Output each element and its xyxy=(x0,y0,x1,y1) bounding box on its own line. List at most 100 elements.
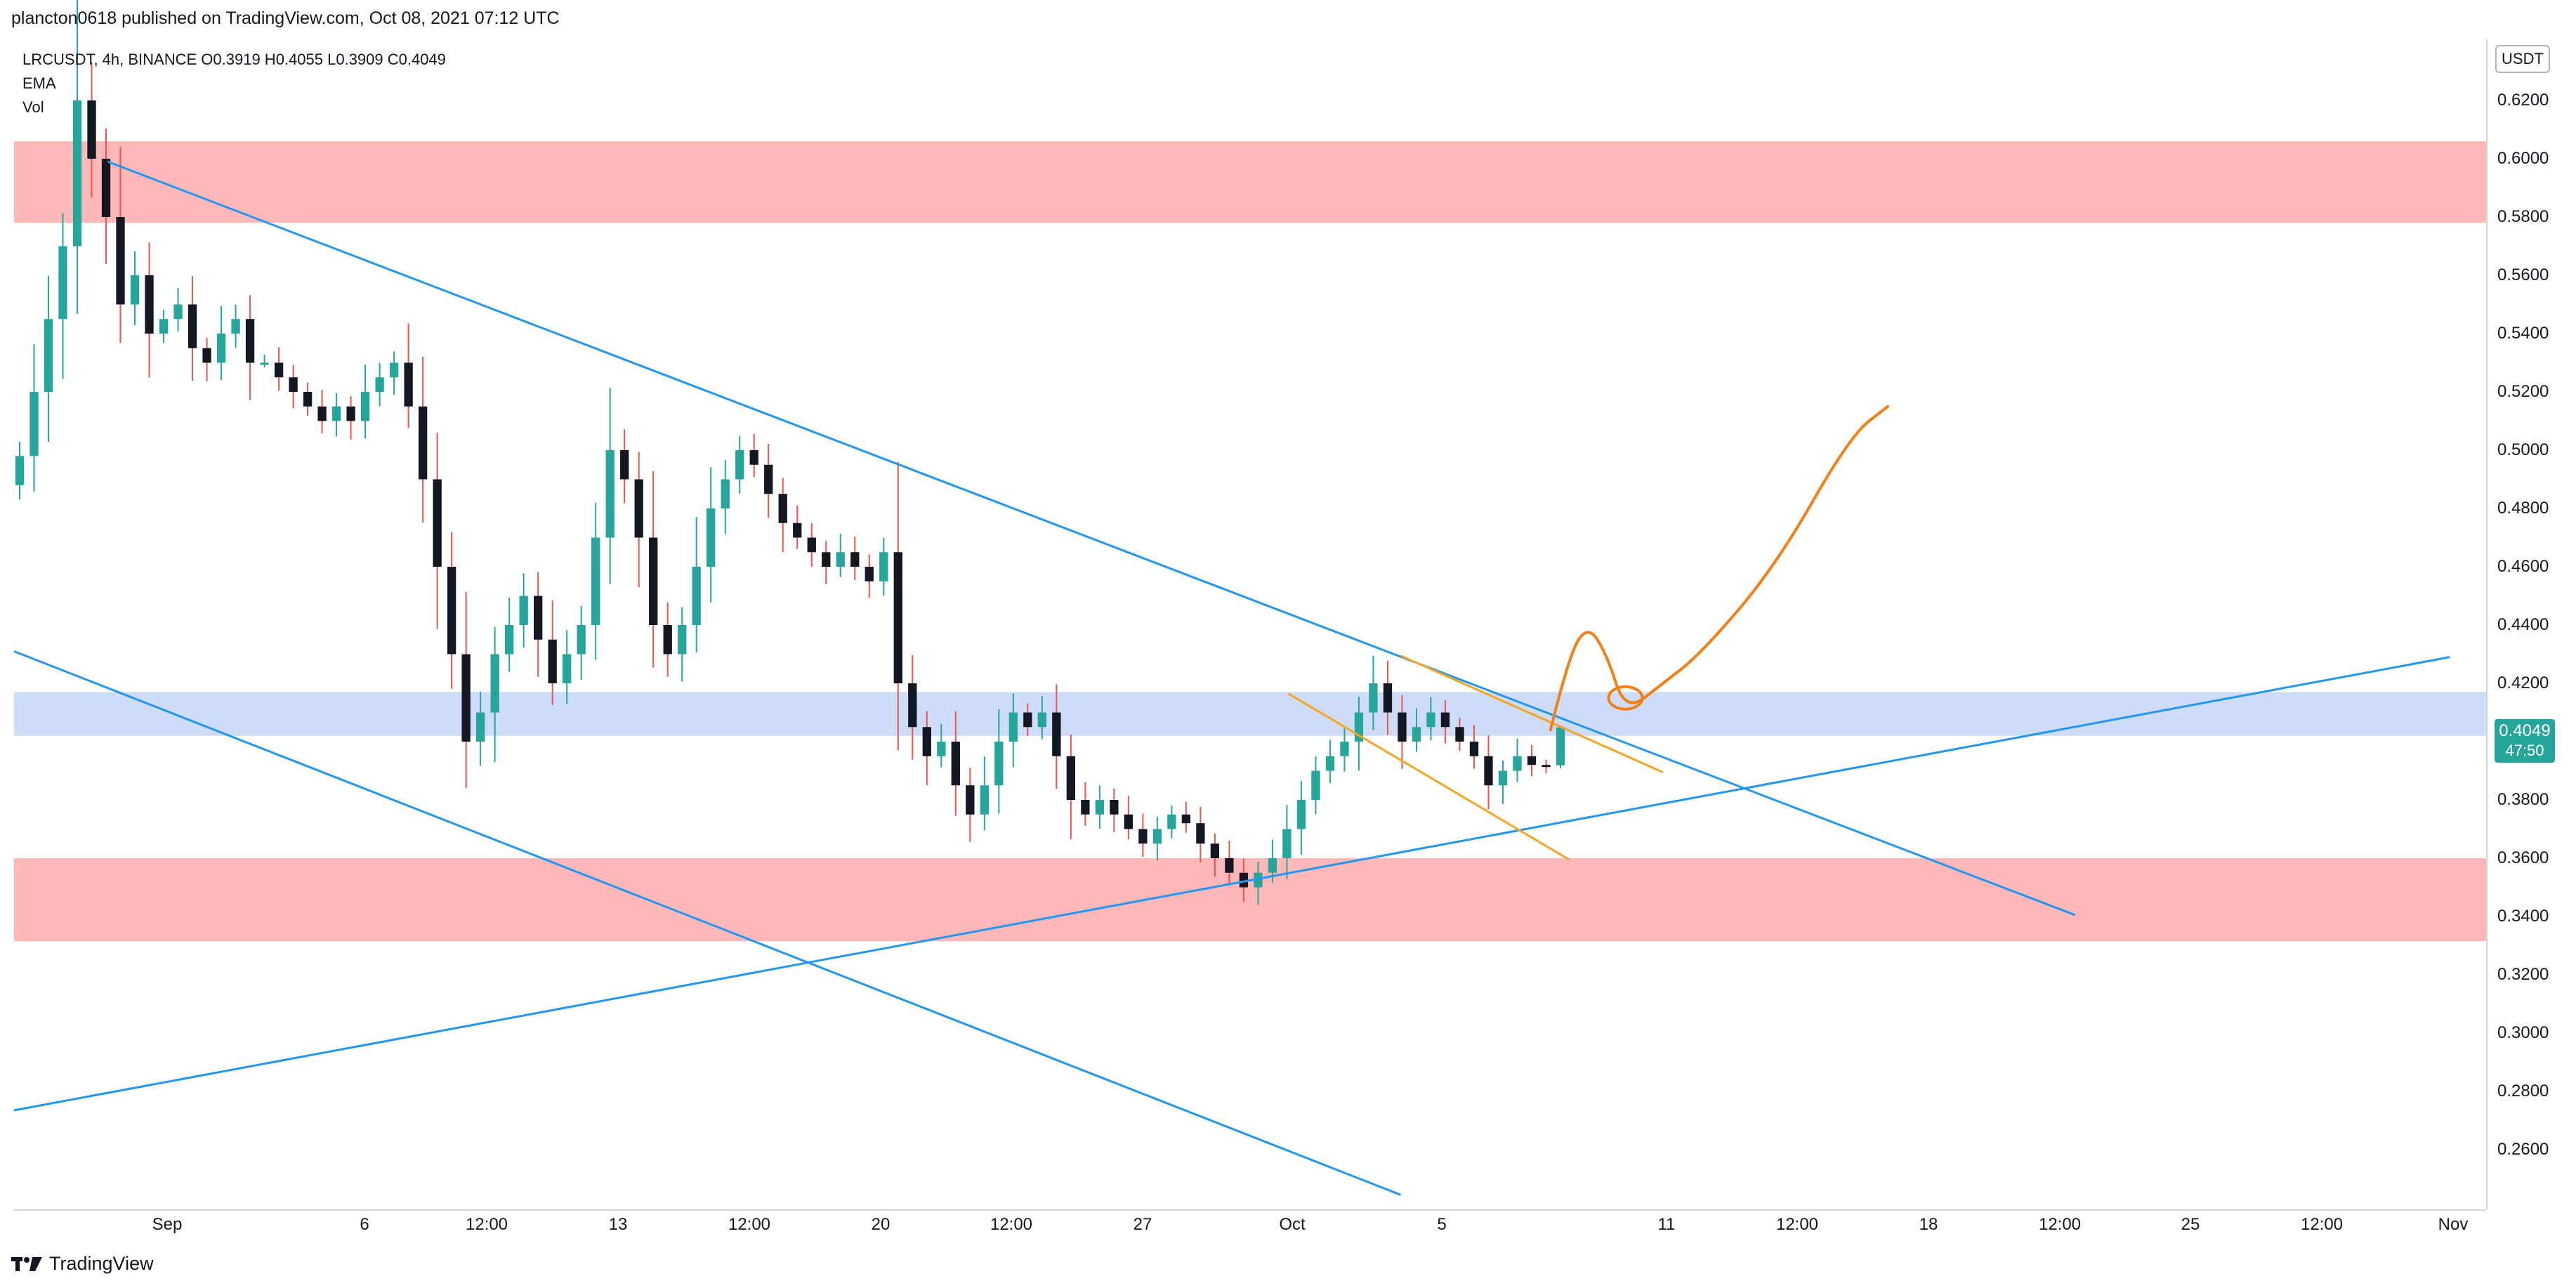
candle xyxy=(1296,780,1306,855)
candle-body xyxy=(1152,829,1162,844)
price-tick-label: 0.4600 xyxy=(2497,557,2549,576)
candle-body xyxy=(1037,712,1046,728)
candle xyxy=(1210,833,1220,877)
time-tick-label: 6 xyxy=(360,1215,369,1234)
resistance-zone-0 xyxy=(14,141,2486,223)
candle xyxy=(245,295,255,400)
candle-body xyxy=(605,450,615,538)
candle xyxy=(951,711,960,816)
candle-body xyxy=(1181,814,1191,824)
candle xyxy=(1239,858,1249,902)
time-axis[interactable] xyxy=(14,1209,2486,1243)
candle-body xyxy=(1440,712,1450,728)
candle-body xyxy=(764,464,773,494)
price-axis[interactable] xyxy=(2486,39,2576,1209)
candle xyxy=(678,607,687,682)
tradingview-brand[interactable]: TradingView xyxy=(11,1253,154,1275)
candle xyxy=(505,598,514,672)
candle-body xyxy=(966,785,975,815)
candle-body xyxy=(87,100,96,159)
candle-body xyxy=(908,683,917,728)
candle-body xyxy=(418,406,428,480)
support-zone-1 xyxy=(14,692,2486,736)
candle xyxy=(1440,699,1450,744)
candle-body xyxy=(1498,770,1508,786)
candle-body xyxy=(1138,829,1148,844)
candle-body xyxy=(29,392,39,456)
candle xyxy=(1225,840,1234,884)
candle xyxy=(1008,693,1018,768)
candle xyxy=(1081,782,1090,826)
candle xyxy=(216,306,226,381)
ema-indicator-label[interactable]: EMA xyxy=(22,74,56,92)
tradingview-logo-icon xyxy=(11,1256,42,1271)
time-tick-label: 12:00 xyxy=(2300,1215,2344,1234)
candle-body xyxy=(1081,800,1090,815)
candle-body xyxy=(980,785,989,815)
candle xyxy=(1124,796,1133,840)
candle-body xyxy=(44,319,53,392)
volume-indicator-label[interactable]: Vol xyxy=(22,98,44,116)
candle-body xyxy=(749,450,758,465)
candle-body xyxy=(893,552,902,683)
candle-body xyxy=(678,625,687,655)
candle-body xyxy=(1340,742,1349,756)
candle xyxy=(389,351,399,395)
candles-layer xyxy=(15,0,1565,905)
candle xyxy=(1325,740,1335,784)
candle xyxy=(116,146,125,343)
currency-selector[interactable]: USDT xyxy=(2495,45,2550,73)
candle xyxy=(44,275,53,442)
price-tick-label: 0.4800 xyxy=(2497,499,2549,518)
price-tick-label: 0.5400 xyxy=(2497,324,2549,343)
candle xyxy=(1254,861,1263,905)
candle xyxy=(1110,788,1119,832)
candle xyxy=(490,626,499,763)
chart-legend: LRCUSDT, 4h, BINANCE O0.3919 H0.4055 L0.… xyxy=(22,48,446,119)
candle xyxy=(202,338,211,382)
candle xyxy=(331,393,341,437)
candle-body xyxy=(389,362,399,378)
candle-body xyxy=(649,537,658,625)
candle xyxy=(1556,725,1565,768)
candle xyxy=(721,460,730,534)
price-tick-label: 0.2600 xyxy=(2497,1140,2549,1159)
candle-body xyxy=(331,406,341,421)
symbol-ohlc-line[interactable]: LRCUSDT, 4h, BINANCE O0.3919 H0.4055 L0.… xyxy=(22,51,446,68)
time-tick-label: Oct xyxy=(1279,1215,1306,1234)
candle-body xyxy=(1455,727,1464,742)
candle-body xyxy=(1469,742,1479,756)
candle xyxy=(1282,805,1292,879)
candle-body xyxy=(1556,727,1565,765)
candle xyxy=(274,347,284,391)
candle xyxy=(15,441,25,500)
price-tick-label: 0.5800 xyxy=(2497,207,2549,226)
candle xyxy=(994,709,1004,814)
candle-body xyxy=(159,319,169,334)
time-tick-label: Nov xyxy=(2438,1215,2469,1234)
candle xyxy=(620,429,629,504)
price-tick-label: 0.6200 xyxy=(2497,91,2549,110)
candle-body xyxy=(1282,829,1292,858)
candle-body xyxy=(1239,872,1249,888)
price-tick-label: 0.3800 xyxy=(2497,790,2549,809)
brand-name: TradingView xyxy=(49,1253,154,1274)
candle-body xyxy=(433,479,442,567)
time-tick-label: 5 xyxy=(1437,1215,1447,1234)
candle-body xyxy=(735,450,744,480)
candle xyxy=(1167,805,1176,839)
candle xyxy=(145,242,154,378)
candle-body xyxy=(577,625,586,655)
time-tick-label: 11 xyxy=(1657,1215,1676,1234)
candle-body xyxy=(15,456,25,485)
candle-body xyxy=(879,552,888,581)
candle xyxy=(778,478,787,553)
candle-body xyxy=(663,625,672,655)
candle xyxy=(865,554,874,598)
price-tick-label: 0.4400 xyxy=(2497,615,2549,634)
candle-body xyxy=(1095,800,1105,815)
candle xyxy=(1340,728,1349,772)
candle-body xyxy=(346,406,355,421)
candle xyxy=(1037,695,1046,740)
